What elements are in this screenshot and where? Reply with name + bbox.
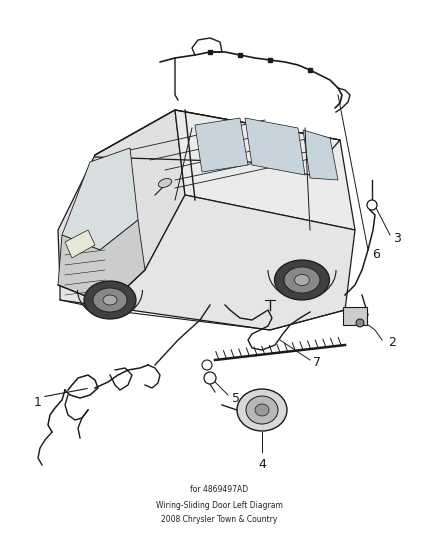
- Polygon shape: [195, 118, 248, 172]
- Ellipse shape: [93, 288, 127, 312]
- Ellipse shape: [103, 295, 117, 305]
- Polygon shape: [245, 118, 305, 175]
- Ellipse shape: [294, 274, 310, 286]
- Ellipse shape: [84, 281, 136, 319]
- Polygon shape: [95, 110, 340, 175]
- Polygon shape: [58, 110, 185, 285]
- Text: for 4869497AD: for 4869497AD: [190, 486, 248, 495]
- Text: 3: 3: [393, 231, 401, 245]
- Text: 4: 4: [258, 458, 266, 471]
- Polygon shape: [175, 110, 355, 230]
- Ellipse shape: [275, 260, 329, 300]
- Text: Wiring-Sliding Door Left Diagram: Wiring-Sliding Door Left Diagram: [155, 500, 283, 510]
- Polygon shape: [58, 220, 145, 305]
- Text: 7: 7: [313, 356, 321, 368]
- Polygon shape: [60, 195, 355, 330]
- Circle shape: [202, 360, 212, 370]
- Ellipse shape: [284, 267, 320, 293]
- Circle shape: [356, 319, 364, 327]
- Circle shape: [204, 372, 216, 384]
- Text: 2: 2: [388, 335, 396, 349]
- Ellipse shape: [158, 179, 172, 188]
- Text: 5: 5: [232, 392, 240, 405]
- Circle shape: [367, 200, 377, 210]
- Ellipse shape: [237, 389, 287, 431]
- Polygon shape: [65, 230, 95, 258]
- Text: 2008 Chrysler Town & Country: 2008 Chrysler Town & Country: [161, 515, 277, 524]
- Ellipse shape: [255, 404, 269, 416]
- Text: 6: 6: [372, 248, 380, 262]
- Polygon shape: [303, 130, 338, 180]
- Polygon shape: [62, 148, 138, 250]
- Text: 1: 1: [34, 395, 42, 408]
- Bar: [343, 307, 367, 325]
- Ellipse shape: [246, 396, 278, 424]
